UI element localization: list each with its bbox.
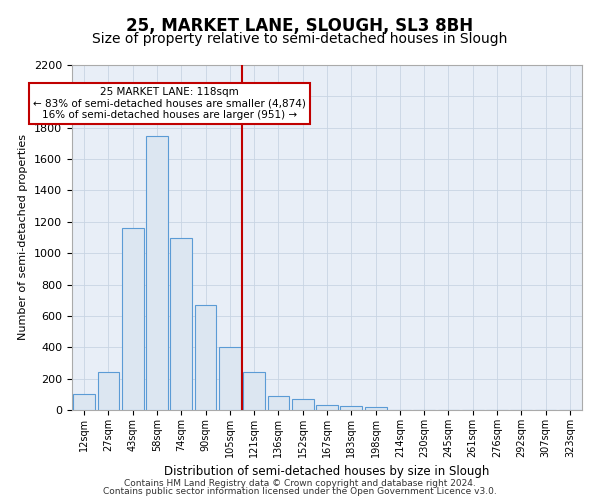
Bar: [340, 406, 362, 410]
Text: 25, MARKET LANE, SLOUGH, SL3 8BH: 25, MARKET LANE, SLOUGH, SL3 8BH: [127, 18, 473, 36]
Bar: [73, 394, 95, 410]
Text: Contains public sector information licensed under the Open Government Licence v3: Contains public sector information licen…: [103, 487, 497, 496]
Bar: [243, 372, 265, 410]
Bar: [97, 372, 119, 410]
Bar: [146, 136, 168, 410]
Text: Size of property relative to semi-detached houses in Slough: Size of property relative to semi-detach…: [92, 32, 508, 46]
X-axis label: Distribution of semi-detached houses by size in Slough: Distribution of semi-detached houses by …: [164, 466, 490, 478]
Text: 25 MARKET LANE: 118sqm
← 83% of semi-detached houses are smaller (4,874)
16% of : 25 MARKET LANE: 118sqm ← 83% of semi-det…: [33, 87, 305, 120]
Bar: [268, 396, 289, 410]
Y-axis label: Number of semi-detached properties: Number of semi-detached properties: [19, 134, 28, 340]
Text: Contains HM Land Registry data © Crown copyright and database right 2024.: Contains HM Land Registry data © Crown c…: [124, 478, 476, 488]
Bar: [122, 228, 143, 410]
Bar: [170, 238, 192, 410]
Bar: [292, 399, 314, 410]
Bar: [219, 348, 241, 410]
Bar: [365, 407, 386, 410]
Bar: [194, 305, 217, 410]
Bar: [316, 404, 338, 410]
